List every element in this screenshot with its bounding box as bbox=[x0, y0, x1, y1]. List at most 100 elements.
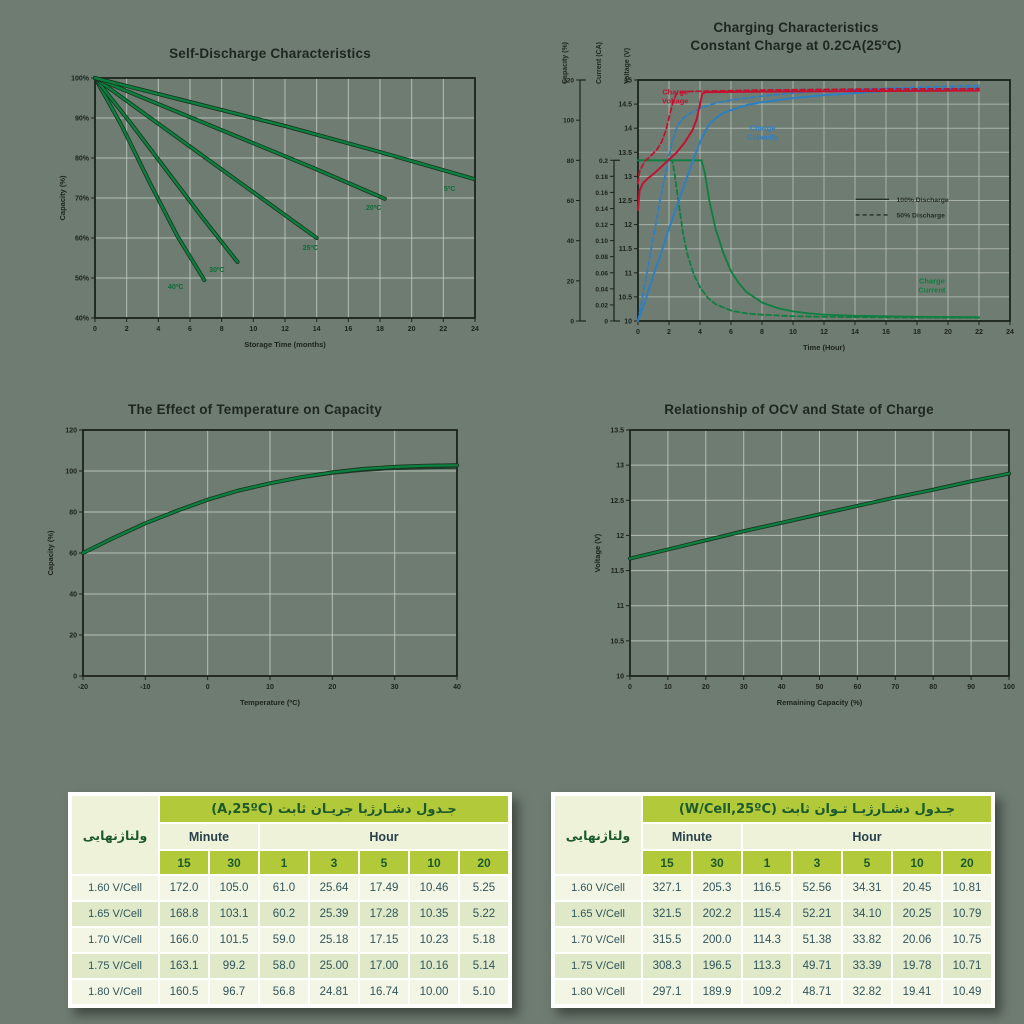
svg-text:30: 30 bbox=[391, 684, 399, 691]
table-cell: 114.3 bbox=[743, 928, 791, 952]
svg-text:60: 60 bbox=[69, 551, 77, 558]
table-cell: 10.35 bbox=[410, 902, 458, 926]
svg-text:20: 20 bbox=[944, 329, 952, 336]
voltage-per-cell-label: 1.60 V/Cell bbox=[555, 876, 641, 900]
time-column-header: 20 bbox=[943, 851, 991, 874]
table-cell: 51.38 bbox=[793, 928, 841, 952]
table-row: 1.60 V/Cell 327.1 205.3 116.5 52.56 34.31 20.4… bbox=[555, 876, 991, 900]
svg-text:50%: 50% bbox=[75, 276, 90, 283]
time-column-header: 1 bbox=[260, 851, 308, 874]
svg-text:0.04: 0.04 bbox=[595, 286, 608, 293]
svg-text:Capacity (%): Capacity (%) bbox=[46, 530, 55, 576]
svg-text:0: 0 bbox=[206, 684, 210, 691]
discharge-table: ولتاژنهایی جـدول دشـارژبا جریـان ثابت (A,… bbox=[70, 794, 510, 1006]
table-cell: 16.74 bbox=[360, 980, 408, 1004]
table-cell: 205.3 bbox=[693, 876, 741, 900]
table-cell: 189.9 bbox=[693, 980, 741, 1004]
svg-text:24: 24 bbox=[1006, 329, 1014, 336]
svg-text:12: 12 bbox=[616, 533, 624, 540]
svg-text:70: 70 bbox=[891, 684, 899, 691]
svg-text:90%: 90% bbox=[75, 116, 90, 123]
table-cell: 96.7 bbox=[210, 980, 258, 1004]
svg-text:0.08: 0.08 bbox=[595, 254, 608, 261]
time-column-header: 3 bbox=[310, 851, 358, 874]
svg-text:60%: 60% bbox=[75, 236, 90, 243]
table-cell: 25.00 bbox=[310, 954, 358, 978]
time-column-header: 15 bbox=[643, 851, 691, 874]
svg-text:11: 11 bbox=[617, 603, 625, 610]
svg-text:12: 12 bbox=[624, 222, 632, 229]
svg-text:16: 16 bbox=[344, 326, 352, 333]
voltage-per-cell-label: 1.80 V/Cell bbox=[72, 980, 158, 1004]
svg-text:-20: -20 bbox=[78, 684, 88, 691]
svg-text:12: 12 bbox=[281, 326, 289, 333]
svg-text:70%: 70% bbox=[75, 196, 90, 203]
table-cell: 56.8 bbox=[260, 980, 308, 1004]
voltage-per-cell-label: 1.75 V/Cell bbox=[72, 954, 158, 978]
svg-text:-10: -10 bbox=[140, 684, 150, 691]
svg-text:13: 13 bbox=[624, 174, 632, 181]
svg-text:0.10: 0.10 bbox=[595, 238, 608, 245]
svg-text:10: 10 bbox=[664, 684, 672, 691]
svg-text:40: 40 bbox=[453, 684, 461, 691]
table-cell: 105.0 bbox=[210, 876, 258, 900]
svg-text:18: 18 bbox=[913, 329, 921, 336]
table-cell: 17.49 bbox=[360, 876, 408, 900]
svg-text:120: 120 bbox=[563, 78, 574, 85]
svg-text:14.5: 14.5 bbox=[618, 102, 632, 109]
svg-text:0.2: 0.2 bbox=[599, 158, 608, 165]
table-cell: 172.0 bbox=[160, 876, 208, 900]
table-cell: 52.21 bbox=[793, 902, 841, 926]
time-unit-header: Hour bbox=[743, 824, 991, 849]
table-cell: 163.1 bbox=[160, 954, 208, 978]
svg-text:0.02: 0.02 bbox=[595, 302, 608, 309]
svg-text:20: 20 bbox=[69, 633, 77, 640]
discharge-constant-power-table: ولتاژنهایی جـدول دشـارژبـا تـوان ثابت (W/… bbox=[551, 792, 995, 1008]
table-cell: 113.3 bbox=[743, 954, 791, 978]
table-row: 1.80 V/Cell 160.5 96.7 56.8 24.81 16.74 10.00 5… bbox=[72, 980, 508, 1004]
table-cell: 20.45 bbox=[893, 876, 941, 900]
table-cell: 10.75 bbox=[943, 928, 991, 952]
temperature-capacity-chart-canvas: -20 -10 0 10 20 30 40 0 20 40 60 80 100 120 Temperatur… bbox=[46, 428, 461, 708]
svg-text:40: 40 bbox=[567, 238, 575, 245]
svg-text:0.14: 0.14 bbox=[595, 206, 608, 213]
chart-title: Charging Characteristics bbox=[713, 20, 879, 35]
table-cell: 5.18 bbox=[460, 928, 508, 952]
svg-text:0: 0 bbox=[570, 319, 574, 326]
table-cell: 99.2 bbox=[210, 954, 258, 978]
svg-text:100: 100 bbox=[1003, 684, 1015, 691]
table-cell: 48.71 bbox=[793, 980, 841, 1004]
svg-text:100: 100 bbox=[563, 118, 574, 125]
table-row: 1.75 V/Cell 163.1 99.2 58.0 25.00 17.00 10.16 5… bbox=[72, 954, 508, 978]
time-column-header: 10 bbox=[410, 851, 458, 874]
chart-title: Relationship of OCV and State of Charge bbox=[664, 402, 934, 417]
svg-text:5ºC: 5ºC bbox=[444, 186, 456, 193]
self-discharge-chart-canvas: 0 2 4 6 8 10 12 14 16 18 20 22 2440%50%60%70%80%90%1… bbox=[58, 76, 479, 350]
svg-text:100%: 100% bbox=[71, 76, 90, 83]
table-row: 1.75 V/Cell 308.3 196.5 113.3 49.71 33.39 19.7… bbox=[555, 954, 991, 978]
table-row: 1.80 V/Cell 297.1 189.9 109.2 48.71 32.82 19.4… bbox=[555, 980, 991, 1004]
chart-title: Self-Discharge Characteristics bbox=[169, 46, 371, 61]
table-cell: 321.5 bbox=[643, 902, 691, 926]
svg-text:13.5: 13.5 bbox=[618, 150, 632, 157]
svg-text:0: 0 bbox=[604, 319, 608, 326]
table-cell: 60.2 bbox=[260, 902, 308, 926]
table-cell: 166.0 bbox=[160, 928, 208, 952]
svg-text:60: 60 bbox=[567, 198, 575, 205]
table-cell: 32.82 bbox=[843, 980, 891, 1004]
table-cell: 5.25 bbox=[460, 876, 508, 900]
svg-text:2: 2 bbox=[667, 329, 671, 336]
table-cell: 10.23 bbox=[410, 928, 458, 952]
svg-text:0.06: 0.06 bbox=[595, 270, 608, 277]
svg-text:80%: 80% bbox=[75, 156, 90, 163]
time-column-header: 1 bbox=[743, 851, 791, 874]
table-cell: 52.56 bbox=[793, 876, 841, 900]
svg-text:13.5: 13.5 bbox=[610, 428, 624, 435]
svg-text:60: 60 bbox=[854, 684, 862, 691]
table-cell: 327.1 bbox=[643, 876, 691, 900]
svg-text:4: 4 bbox=[156, 326, 160, 333]
svg-text:11: 11 bbox=[625, 270, 633, 277]
svg-text:30ºC: 30ºC bbox=[209, 267, 224, 274]
table-cell: 5.22 bbox=[460, 902, 508, 926]
